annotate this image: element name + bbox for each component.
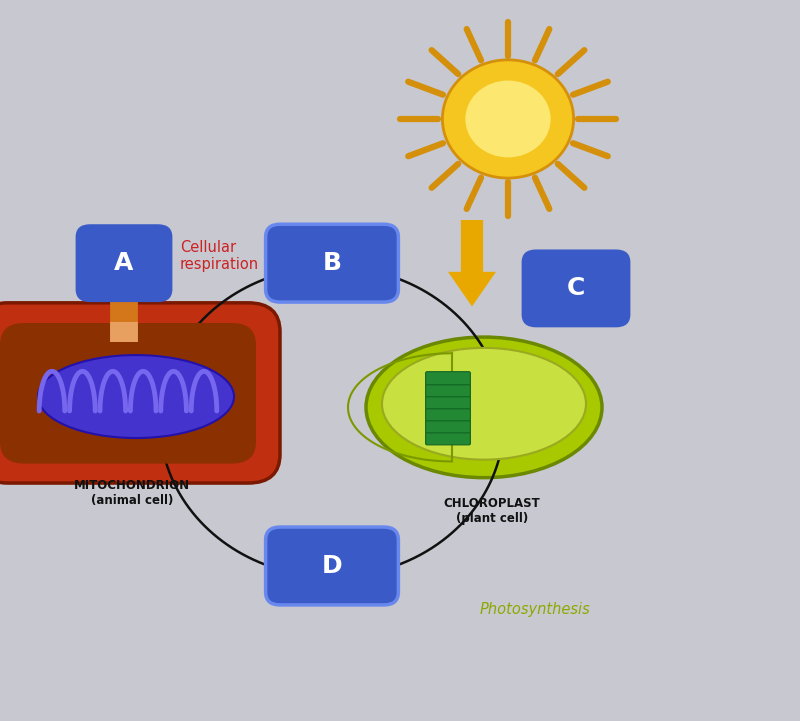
Circle shape [442, 60, 574, 178]
Ellipse shape [366, 337, 602, 478]
FancyBboxPatch shape [75, 224, 172, 302]
FancyBboxPatch shape [426, 372, 470, 385]
Text: C: C [567, 276, 585, 301]
Text: Photosynthesis: Photosynthesis [480, 602, 590, 616]
Polygon shape [448, 272, 496, 306]
Text: A: A [114, 251, 134, 275]
FancyBboxPatch shape [266, 527, 398, 605]
FancyBboxPatch shape [0, 323, 256, 464]
Text: MITOCHONDRION
(animal cell): MITOCHONDRION (animal cell) [74, 479, 190, 508]
Ellipse shape [382, 348, 586, 460]
FancyBboxPatch shape [426, 420, 470, 433]
Text: CHLOROPLAST
(plant cell): CHLOROPLAST (plant cell) [444, 497, 540, 526]
Text: D: D [322, 554, 342, 578]
Text: B: B [322, 251, 342, 275]
FancyBboxPatch shape [426, 432, 470, 445]
FancyBboxPatch shape [426, 396, 470, 409]
FancyBboxPatch shape [426, 408, 470, 421]
FancyBboxPatch shape [0, 303, 280, 483]
Circle shape [466, 81, 550, 157]
Text: Cellular
respiration: Cellular respiration [180, 240, 259, 272]
FancyBboxPatch shape [426, 384, 470, 397]
Ellipse shape [38, 355, 234, 438]
FancyBboxPatch shape [266, 224, 398, 302]
FancyBboxPatch shape [522, 249, 630, 327]
Polygon shape [98, 263, 150, 301]
